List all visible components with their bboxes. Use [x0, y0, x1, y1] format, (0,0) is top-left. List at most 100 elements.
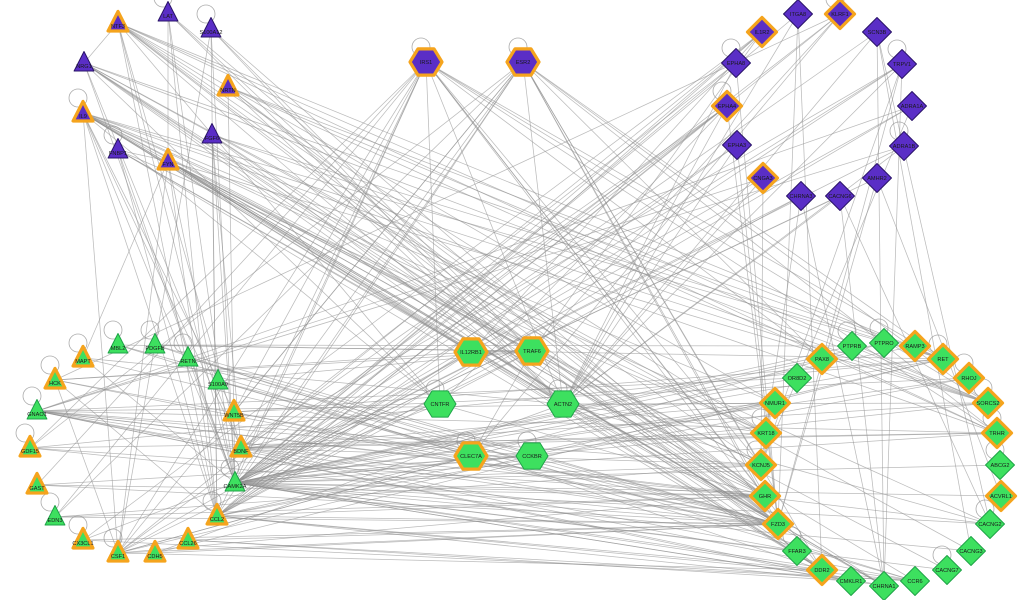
triangle-shape	[229, 434, 253, 458]
node-ADRA1B[interactable]: ADRA1B	[889, 131, 919, 161]
diamond-shape	[897, 91, 927, 121]
node-EPHA8[interactable]: EPHA8	[721, 48, 751, 78]
edge-GNAO1-GHR	[36, 410, 766, 497]
node-CLEC7A[interactable]: CLEC7A	[453, 441, 489, 471]
node-KLRF1[interactable]: KLRF1	[823, 0, 857, 31]
edge-GDF15-TRHR	[29, 432, 998, 449]
node-CHRNA3[interactable]: CHRNA3	[786, 181, 816, 211]
diamond-shape	[971, 386, 1005, 420]
self-loop-MAPT	[68, 333, 88, 353]
edge-ESR2-CCL2	[216, 61, 524, 517]
edge-ESR2-TRHR	[522, 61, 998, 434]
edge-CCL26-CMKLR1	[187, 539, 852, 582]
node-HCK[interactable]: HCK	[43, 366, 67, 390]
node-CCR6[interactable]: CCR6	[900, 566, 930, 596]
diamond-shape	[926, 342, 960, 376]
edge-NTF3-CCL2	[117, 22, 218, 517]
triangle-shape	[222, 398, 246, 422]
edge-ACTN2-DDR2	[562, 403, 823, 571]
diamond-shape	[823, 0, 857, 31]
edge-FZD3-BDNF	[240, 447, 779, 525]
node-ITGA8[interactable]: ITGA8	[783, 0, 813, 29]
node-SCN3B[interactable]: SCN3B	[862, 17, 892, 47]
node-SORCS2[interactable]: SORCS2	[971, 386, 1005, 420]
diamond-shape	[782, 536, 812, 566]
node-TRHR[interactable]: TRHR	[980, 416, 1014, 450]
edge-FYN-ACTN2	[167, 160, 564, 405]
edge-MAPT-CAMK2A	[82, 357, 236, 484]
node-IL1R2[interactable]: IL1R2	[745, 15, 779, 49]
node-ACVRL1[interactable]: ACVRL1	[984, 479, 1018, 513]
edge-FNBP1-CAMK2A	[117, 149, 236, 484]
edge-LAT-FZD3	[167, 12, 779, 525]
edge-LAT-ACTN2	[167, 12, 564, 405]
node-GDF15[interactable]: GDF15	[18, 434, 42, 458]
node-ABCG2[interactable]: ABCG2	[985, 450, 1015, 480]
triangle-shape	[43, 366, 67, 390]
edge-HCK-IL12RB1	[54, 351, 472, 381]
edge-CAMK2A-KCNJ5	[234, 464, 762, 484]
node-CX3CL1[interactable]: CX3CL1	[71, 526, 95, 550]
node-AMHR2[interactable]: AMHR2	[862, 163, 892, 193]
node-S100A9[interactable]: S100A9	[207, 368, 229, 390]
edge-GAST-GHR	[36, 484, 766, 497]
diamond-shape	[869, 571, 899, 600]
node-ADRA1A[interactable]: ADRA1A	[897, 91, 927, 121]
edge-SCN3B-CACNG3	[876, 31, 972, 552]
edge-SCN3B-ACTN2	[562, 31, 878, 405]
edge-EPHA3-CAMK2A	[234, 144, 738, 484]
edge-CNGA3-ACTN2	[562, 177, 764, 405]
node-NTF3[interactable]: NTF3	[106, 9, 130, 33]
edge-SCN3B-CACNG2	[876, 31, 991, 525]
diamond-shape	[805, 342, 839, 376]
edge-FGF6-BDNF	[211, 134, 242, 449]
diamond-shape	[786, 181, 816, 211]
diamond-shape	[758, 386, 792, 420]
node-GAST[interactable]: GAST	[25, 471, 49, 495]
edge-MAPT-ACTN2	[82, 357, 564, 405]
node-IL9[interactable]: IL9	[71, 99, 95, 123]
edge-ADRA1A-KCNJ5	[760, 105, 913, 466]
triangle-shape	[207, 368, 229, 390]
hexagon-shape	[514, 336, 550, 366]
node-IL12RB1[interactable]: IL12RB1	[453, 337, 489, 367]
node-CACNG7[interactable]: CACNG7	[932, 555, 962, 585]
edge-FGF6-ACTN2	[211, 134, 564, 405]
hexagon-shape	[453, 337, 489, 367]
node-IRS1[interactable]: IRS1	[408, 47, 444, 77]
node-CACNG6[interactable]: CACNG6	[825, 181, 855, 211]
node-LAT[interactable]: LAT	[157, 0, 179, 22]
edge-EPHA4-FZD3	[726, 105, 779, 525]
node-TRAF6[interactable]: TRAF6	[514, 336, 550, 366]
edge-NRG1-KRT18	[83, 62, 767, 434]
node-NRTN[interactable]: NRTN	[216, 73, 240, 97]
edge-CCL2-DDR2	[216, 515, 823, 571]
node-MAPT[interactable]: MAPT	[71, 344, 95, 368]
triangle-shape	[201, 122, 223, 144]
node-CHRNA1[interactable]: CHRNA1	[869, 571, 899, 600]
node-EPHA3[interactable]: EPHA3	[722, 130, 752, 160]
edge-FZD3-GAST	[36, 484, 779, 525]
edge-NTF3-ACTN2	[117, 22, 564, 405]
diamond-shape	[862, 17, 892, 47]
edge-NRG1-DDR2	[83, 62, 823, 571]
edge-CAMK2A-DDR2	[234, 482, 823, 571]
triangle-shape	[73, 50, 95, 72]
node-RAMP3[interactable]: RAMP3	[898, 329, 932, 363]
node-FNBP1[interactable]: FNBP1	[107, 137, 129, 159]
node-MBL2[interactable]: MBL2	[107, 332, 129, 354]
edge-CNGA3-GNAO1	[36, 177, 764, 412]
edge-NRG1-CAMK2A	[83, 62, 236, 484]
node-S100A12[interactable]: S100A12	[199, 16, 223, 38]
node-ESR2[interactable]: ESR2	[505, 47, 541, 77]
edge-CHRNA3-CAMK2A	[234, 195, 802, 484]
diamond-shape	[898, 329, 932, 363]
node-CACNG3[interactable]: CACNG3	[956, 536, 986, 566]
edge-ESR2-EDN3	[54, 61, 524, 518]
triangle-shape	[71, 526, 95, 550]
edge-IRS1-CNTFR	[425, 61, 441, 405]
edge-CAMK2A-ABCG2	[234, 464, 1001, 484]
triangle-shape	[176, 526, 200, 550]
node-CACNG2[interactable]: CACNG2	[975, 509, 1005, 539]
